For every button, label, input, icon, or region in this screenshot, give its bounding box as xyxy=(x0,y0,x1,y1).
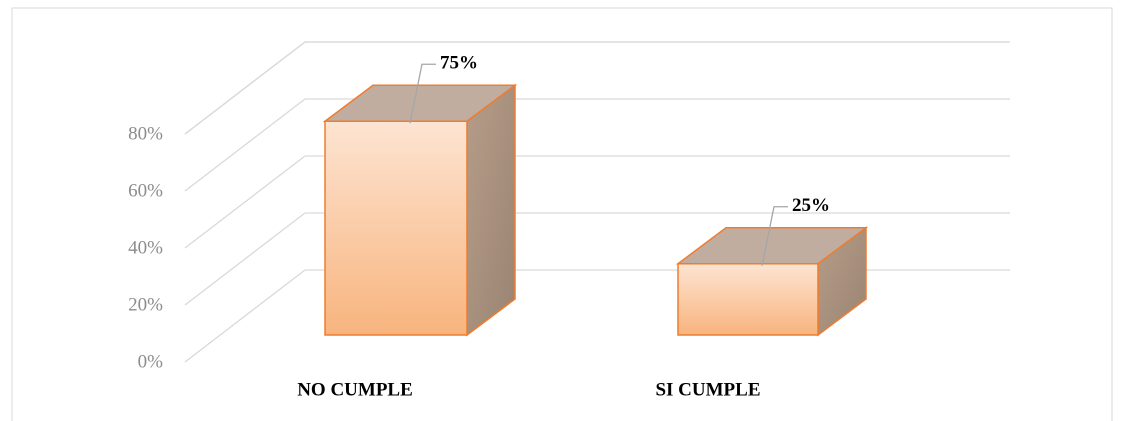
value-label: 25% xyxy=(792,195,830,216)
grid-line-side xyxy=(184,269,306,363)
bar-side xyxy=(466,83,516,337)
grid-line-side xyxy=(184,212,306,306)
y-tick-label: 80% xyxy=(128,123,163,144)
grid-line-top-side xyxy=(184,41,306,135)
y-tick-label: 20% xyxy=(128,294,163,315)
x-tick-label: SI CUMPLE xyxy=(655,379,760,400)
leader-line xyxy=(409,63,436,124)
y-tick-label: 0% xyxy=(138,351,164,372)
y-tick-label: 60% xyxy=(128,180,163,201)
y-tick-label: 40% xyxy=(128,237,163,258)
bar xyxy=(324,120,468,336)
grid-line-side xyxy=(184,155,306,249)
bar xyxy=(677,263,819,336)
grid-line-side xyxy=(184,98,306,192)
x-tick-label: NO CUMPLE xyxy=(297,379,413,400)
leader-line xyxy=(761,206,788,266)
value-label: 75% xyxy=(440,53,478,74)
chart-frame xyxy=(11,7,1113,421)
